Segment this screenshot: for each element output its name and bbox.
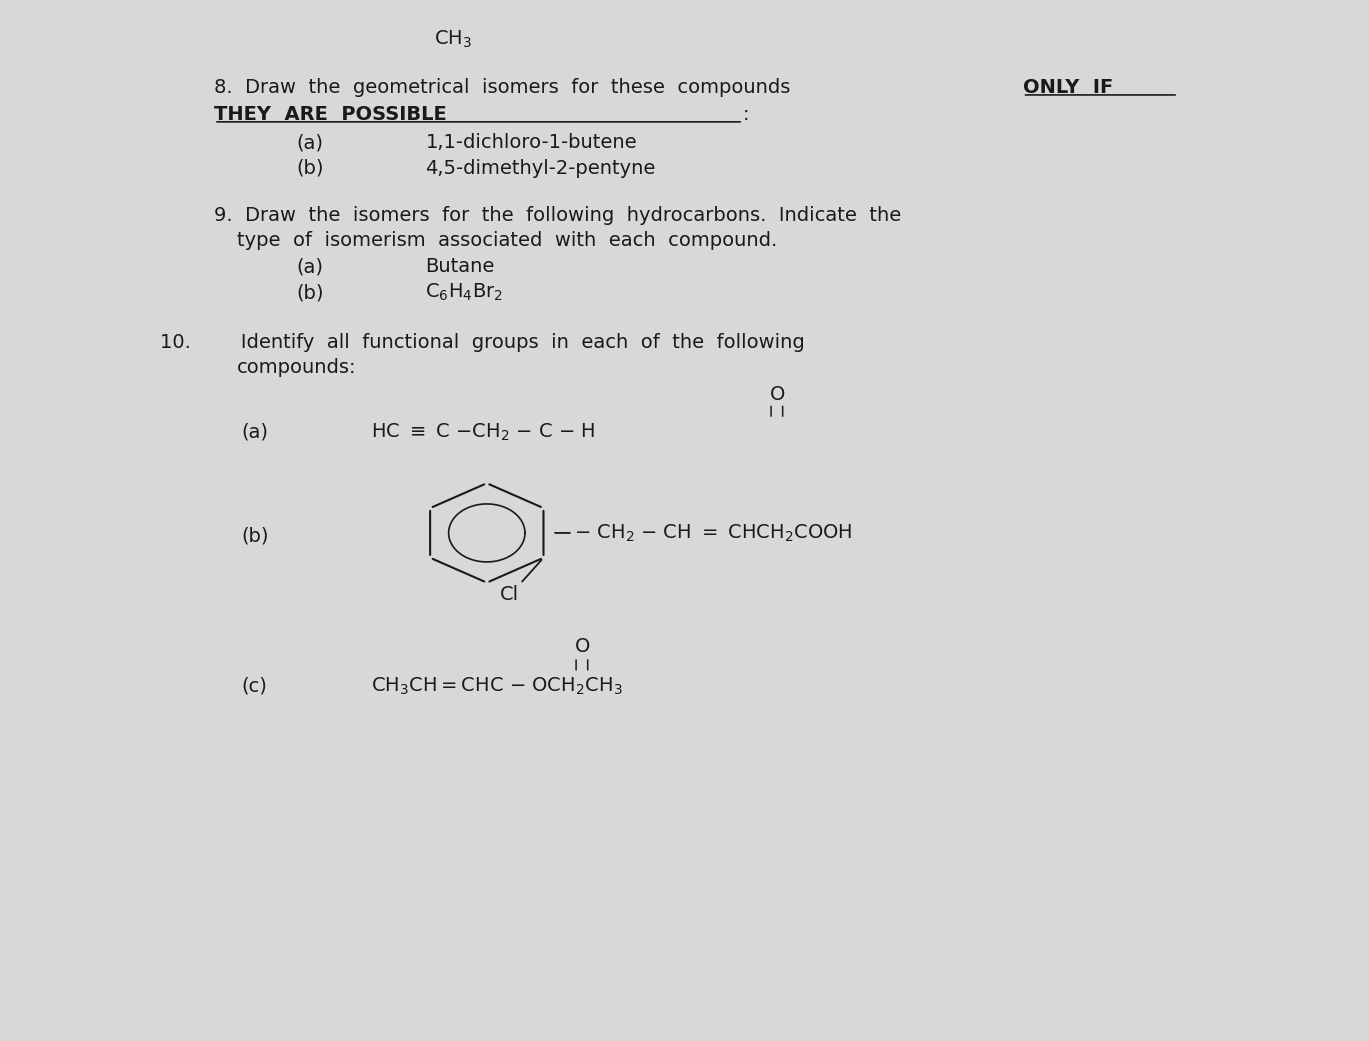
Text: 10.        Identify  all  functional  groups  in  each  of  the  following: 10. Identify all functional groups in ea… — [160, 333, 805, 352]
Text: THEY  ARE  POSSIBLE: THEY ARE POSSIBLE — [214, 105, 446, 124]
Text: C$_6$H$_4$Br$_2$: C$_6$H$_4$Br$_2$ — [426, 282, 504, 303]
Text: (b): (b) — [241, 527, 268, 545]
Text: Butane: Butane — [426, 257, 494, 276]
Text: CH$_3$CH$=$CHC $-$ OCH$_2$CH$_3$: CH$_3$CH$=$CHC $-$ OCH$_2$CH$_3$ — [371, 676, 623, 696]
Text: (b): (b) — [296, 283, 323, 302]
Text: (b): (b) — [296, 159, 323, 178]
Text: 4,5-dimethyl-2-pentyne: 4,5-dimethyl-2-pentyne — [426, 159, 656, 178]
Text: :: : — [743, 105, 750, 124]
Text: O: O — [769, 385, 784, 404]
Text: 8.  Draw  the  geometrical  isomers  for  these  compounds: 8. Draw the geometrical isomers for thes… — [214, 78, 804, 97]
Text: CH$_3$: CH$_3$ — [434, 28, 472, 50]
Text: (a): (a) — [241, 423, 268, 442]
Text: Cl: Cl — [500, 584, 519, 604]
Text: (a): (a) — [296, 133, 323, 152]
Text: 9.  Draw  the  isomers  for  the  following  hydrocarbons.  Indicate  the: 9. Draw the isomers for the following hy… — [214, 205, 901, 225]
Text: compounds:: compounds: — [237, 358, 357, 377]
Text: HC $\equiv$ C $-$CH$_2$ $-$ C $-$ H: HC $\equiv$ C $-$CH$_2$ $-$ C $-$ H — [371, 422, 596, 443]
Text: 1,1-dichloro-1-butene: 1,1-dichloro-1-butene — [426, 133, 637, 152]
Text: O: O — [575, 637, 590, 656]
Text: ONLY  IF: ONLY IF — [1023, 78, 1113, 97]
Text: (a): (a) — [296, 257, 323, 276]
Text: type  of  isomerism  associated  with  each  compound.: type of isomerism associated with each c… — [237, 231, 778, 251]
Text: (c): (c) — [241, 677, 267, 695]
Text: $-$ CH$_2$ $-$ CH $=$ CHCH$_2$COOH: $-$ CH$_2$ $-$ CH $=$ CHCH$_2$COOH — [574, 523, 853, 543]
